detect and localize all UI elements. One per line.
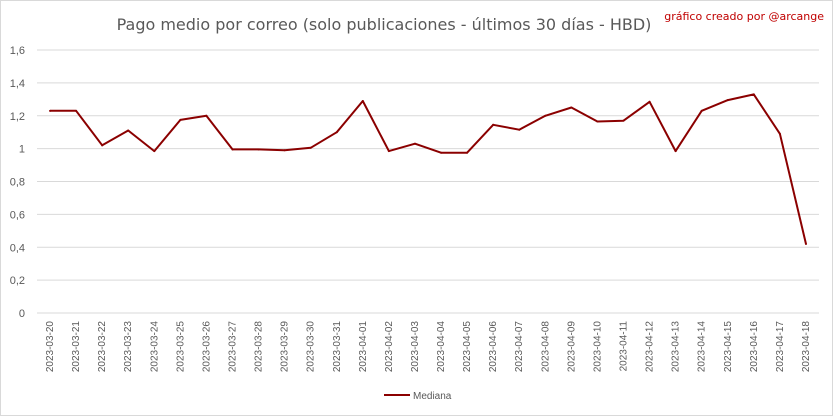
data-point bbox=[622, 119, 625, 122]
data-point bbox=[153, 150, 156, 153]
data-point bbox=[440, 151, 443, 154]
x-tick-label: 2023-04-13 bbox=[671, 321, 682, 373]
x-tick-label: 2023-04-08 bbox=[540, 321, 551, 373]
y-tick-label: 1 bbox=[19, 144, 25, 156]
data-point bbox=[544, 114, 547, 117]
y-tick-label: 0,4 bbox=[10, 242, 25, 254]
x-tick-label: 2023-04-09 bbox=[566, 321, 577, 373]
data-point bbox=[361, 99, 364, 102]
data-point bbox=[596, 120, 599, 123]
gridlines bbox=[37, 49, 819, 314]
y-tick-label: 1,4 bbox=[10, 78, 25, 90]
y-tick-label: 0 bbox=[19, 308, 25, 320]
y-axis-tick-labels: 0 0,2 0,4 0,6 0,8 1 1,2 1,4 1,6 bbox=[10, 45, 25, 320]
data-point bbox=[518, 128, 521, 131]
x-tick-label: 2023-04-10 bbox=[592, 321, 603, 373]
x-tick-label: 2023-03-21 bbox=[71, 321, 82, 373]
x-tick-label: 2023-04-06 bbox=[488, 321, 499, 373]
x-tick-label: 2023-03-31 bbox=[332, 321, 343, 373]
x-tick-label: 2023-04-15 bbox=[723, 321, 734, 373]
x-tick-label: 2023-04-14 bbox=[697, 321, 708, 373]
x-tick-label: 2023-03-29 bbox=[280, 321, 291, 373]
data-point bbox=[49, 109, 52, 112]
data-point bbox=[778, 132, 781, 135]
data-point bbox=[570, 106, 573, 109]
x-tick-label: 2023-03-24 bbox=[149, 321, 160, 373]
y-tick-label: 0,6 bbox=[10, 209, 25, 221]
data-point bbox=[387, 150, 390, 153]
x-tick-label: 2023-04-18 bbox=[801, 321, 812, 373]
x-tick-label: 2023-04-02 bbox=[384, 321, 395, 373]
legend: Mediana bbox=[384, 391, 452, 402]
chart-credit-annotation: gráfico creado por @arcange bbox=[664, 10, 824, 23]
data-point bbox=[231, 148, 234, 151]
x-axis-tick-labels: 2023-03-20 2023-03-21 2023-03-22 2023-03-23… bbox=[45, 321, 812, 373]
data-point bbox=[309, 146, 312, 149]
x-tick-label: 2023-03-26 bbox=[201, 321, 212, 373]
data-point bbox=[179, 118, 182, 121]
series-line-mediana bbox=[50, 93, 807, 245]
data-point bbox=[466, 151, 469, 154]
data-point bbox=[648, 100, 651, 103]
y-tick-label: 0,2 bbox=[10, 275, 25, 287]
data-point bbox=[674, 150, 677, 153]
y-tick-label: 1,2 bbox=[10, 111, 25, 123]
data-point bbox=[127, 129, 130, 132]
data-point bbox=[75, 109, 78, 112]
x-tick-label: 2023-04-04 bbox=[436, 321, 447, 373]
data-point bbox=[700, 109, 703, 112]
x-tick-label: 2023-04-16 bbox=[749, 321, 760, 373]
data-point bbox=[335, 131, 338, 134]
chart-title: Pago medio por correo (solo publicacione… bbox=[117, 15, 652, 34]
data-point bbox=[101, 144, 104, 147]
x-tick-label: 2023-04-12 bbox=[645, 321, 656, 373]
data-point bbox=[205, 114, 208, 117]
data-point bbox=[752, 93, 755, 96]
data-point bbox=[492, 123, 495, 126]
x-tick-label: 2023-04-17 bbox=[775, 321, 786, 373]
x-tick-label: 2023-04-03 bbox=[410, 321, 421, 373]
x-tick-label: 2023-03-27 bbox=[228, 321, 239, 373]
x-tick-label: 2023-04-05 bbox=[462, 321, 473, 373]
y-tick-label: 1,6 bbox=[10, 45, 25, 57]
data-point bbox=[283, 149, 286, 152]
legend-label-mediana: Mediana bbox=[413, 391, 452, 402]
series-layer bbox=[49, 93, 807, 245]
data-point bbox=[726, 99, 729, 102]
data-point bbox=[257, 148, 260, 151]
x-tick-label: 2023-04-07 bbox=[514, 321, 525, 373]
x-tick-label: 2023-03-28 bbox=[254, 321, 265, 373]
x-tick-label: 2023-04-11 bbox=[619, 321, 630, 372]
x-tick-label: 2023-03-23 bbox=[123, 321, 134, 373]
x-tick-label: 2023-03-30 bbox=[306, 321, 317, 373]
x-tick-label: 2023-03-20 bbox=[45, 321, 56, 373]
x-tick-label: 2023-04-01 bbox=[358, 321, 369, 373]
y-tick-label: 0,8 bbox=[10, 177, 25, 189]
x-tick-label: 2023-03-25 bbox=[175, 321, 186, 373]
data-point bbox=[804, 242, 807, 245]
data-point bbox=[413, 142, 416, 145]
x-tick-label: 2023-03-22 bbox=[97, 321, 108, 373]
